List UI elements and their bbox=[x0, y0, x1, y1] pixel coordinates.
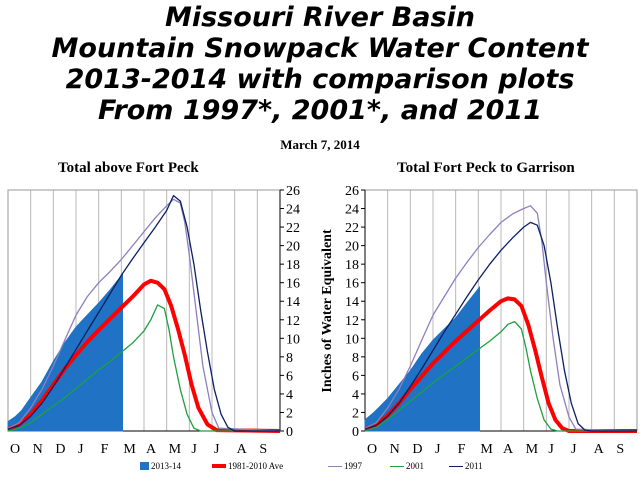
y-tick-label: 20 bbox=[345, 240, 359, 255]
series-line-s2001 bbox=[364, 320, 637, 432]
y-tick-label: 22 bbox=[345, 221, 359, 236]
legend-swatch bbox=[390, 465, 404, 467]
y-tick-label: 20 bbox=[286, 240, 300, 255]
legend-swatch bbox=[328, 465, 342, 467]
legend-item-s2001: 2001 bbox=[390, 461, 424, 471]
legend-label: 1997 bbox=[344, 461, 362, 471]
x-tick-label: S bbox=[616, 442, 624, 457]
series-area-s2013 bbox=[364, 285, 480, 432]
legend-item-ave: 1981-2010 Ave bbox=[212, 461, 283, 471]
legend-swatch bbox=[140, 462, 149, 470]
x-tick-label: M bbox=[526, 442, 539, 457]
y-tick-label: 4 bbox=[352, 388, 359, 403]
series-line-s2001 bbox=[7, 304, 280, 432]
y-tick-label: 24 bbox=[286, 203, 300, 218]
x-tick-label: O bbox=[10, 442, 20, 457]
series-line-ave bbox=[364, 296, 637, 433]
x-tick-label: N bbox=[390, 442, 400, 457]
x-tick-label: A bbox=[594, 442, 605, 457]
series-line-s2011 bbox=[364, 221, 637, 432]
x-tick-label: M bbox=[123, 442, 136, 457]
y-tick-label: 26 bbox=[345, 184, 359, 199]
x-tick-label: A bbox=[503, 442, 514, 457]
left-chart-title: Total above Fort Peck bbox=[58, 160, 199, 176]
x-tick-label: J bbox=[214, 442, 220, 457]
x-tick-label: J bbox=[571, 442, 577, 457]
x-tick-label: D bbox=[55, 442, 65, 457]
series-line-s2011 bbox=[7, 194, 280, 432]
y-tick-label: 10 bbox=[345, 332, 359, 347]
y-tick-label: 8 bbox=[286, 351, 293, 366]
x-tick-label: J bbox=[191, 442, 197, 457]
title-line: 2013-2014 with comparison plots bbox=[65, 64, 575, 95]
y-tick-label: 4 bbox=[286, 388, 293, 403]
y-tick-label: 18 bbox=[345, 258, 359, 273]
x-tick-label: J bbox=[548, 442, 554, 457]
y-tick-label: 2 bbox=[352, 406, 359, 421]
series-area-s2013 bbox=[7, 272, 123, 432]
series-line-ave bbox=[7, 278, 281, 433]
chart-date: March 7, 2014 bbox=[280, 137, 360, 152]
legend-label: 2013-14 bbox=[151, 461, 181, 471]
x-tick-label: F bbox=[458, 442, 466, 457]
y-tick-label: 0 bbox=[286, 425, 293, 440]
title-line: From 1997*, 2001*, and 2011 bbox=[97, 95, 543, 126]
y-tick-label: 16 bbox=[345, 277, 359, 292]
y-tick-label: 12 bbox=[345, 314, 359, 329]
y-tick-label: 16 bbox=[286, 277, 300, 292]
legend-label: 2011 bbox=[465, 461, 483, 471]
x-tick-label: D bbox=[412, 442, 422, 457]
legend-item-s2011: 2011 bbox=[449, 461, 483, 471]
series-line-s1997 bbox=[7, 198, 281, 432]
x-tick-label: S bbox=[259, 442, 267, 457]
legend-item-s2013: 2013-14 bbox=[140, 461, 181, 471]
x-tick-label: A bbox=[146, 442, 157, 457]
x-tick-label: J bbox=[78, 442, 84, 457]
x-tick-label: J bbox=[435, 442, 441, 457]
x-tick-label: F bbox=[101, 442, 109, 457]
y-tick-label: 22 bbox=[286, 221, 300, 236]
y-tick-label: 24 bbox=[345, 203, 359, 218]
y-tick-label: 12 bbox=[286, 314, 300, 329]
y-tick-label: 0 bbox=[352, 425, 359, 440]
x-tick-label: M bbox=[169, 442, 182, 457]
x-tick-label: A bbox=[237, 442, 248, 457]
legend-swatch bbox=[212, 464, 226, 468]
y-tick-label: 14 bbox=[345, 295, 359, 310]
legend-label: 1981-2010 Ave bbox=[228, 461, 284, 471]
y-axis-title: Inches of Water Equivalent bbox=[320, 229, 335, 393]
y-tick-label: 6 bbox=[286, 369, 293, 384]
y-tick-label: 8 bbox=[352, 351, 359, 366]
y-tick-label: 26 bbox=[286, 184, 300, 199]
chart-title: Missouri River Basin Mountain Snowpack W… bbox=[0, 2, 640, 126]
right-chart-title: Total Fort Peck to Garrison bbox=[397, 160, 575, 176]
legend-label: 2001 bbox=[406, 461, 424, 471]
series-line-s1997 bbox=[364, 205, 638, 432]
y-tick-label: 10 bbox=[286, 332, 300, 347]
legend-swatch bbox=[449, 465, 463, 467]
x-tick-label: N bbox=[33, 442, 43, 457]
title-line: Missouri River Basin bbox=[164, 2, 476, 33]
y-tick-label: 2 bbox=[286, 406, 293, 421]
title-line: Mountain Snowpack Water Content bbox=[51, 33, 589, 64]
y-tick-label: 6 bbox=[352, 369, 359, 384]
legend-item-s1997: 1997 bbox=[328, 461, 362, 471]
x-tick-label: O bbox=[367, 442, 377, 457]
y-tick-label: 14 bbox=[286, 295, 300, 310]
y-tick-label: 18 bbox=[286, 258, 300, 273]
x-tick-label: M bbox=[480, 442, 493, 457]
